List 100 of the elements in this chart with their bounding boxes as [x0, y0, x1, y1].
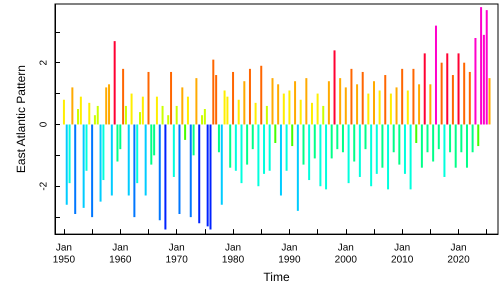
bar	[124, 106, 127, 124]
bar	[310, 102, 313, 124]
bar	[367, 94, 370, 124]
bar	[139, 112, 142, 124]
bar	[82, 124, 85, 208]
bar	[362, 72, 364, 124]
bar	[404, 124, 406, 174]
bar	[316, 94, 319, 124]
bar	[170, 72, 172, 124]
bar	[429, 84, 432, 124]
bar	[195, 78, 198, 124]
bar	[181, 87, 184, 124]
bar	[66, 124, 68, 205]
bar	[156, 96, 158, 124]
bar	[426, 124, 429, 152]
x-axis-title: Time	[263, 270, 290, 284]
bar	[432, 124, 434, 162]
bar	[339, 78, 342, 124]
bar	[114, 41, 116, 124]
bar	[420, 124, 423, 168]
bar	[353, 124, 356, 162]
bar	[454, 124, 457, 168]
bar	[477, 124, 480, 146]
bar	[206, 124, 209, 226]
bar	[263, 124, 266, 174]
bar	[80, 96, 82, 124]
bar	[260, 66, 262, 124]
bar	[325, 124, 328, 190]
bar	[424, 53, 426, 124]
bar	[288, 90, 290, 124]
bar	[336, 124, 338, 150]
bar	[438, 124, 440, 150]
bar	[480, 7, 482, 124]
bar	[232, 72, 234, 124]
y-tick-label: 0	[38, 121, 50, 128]
bar	[128, 124, 130, 196]
bar	[387, 124, 390, 190]
bar	[277, 84, 280, 124]
bar	[96, 106, 99, 124]
bar	[122, 68, 124, 124]
bar	[412, 68, 414, 124]
bar	[392, 124, 395, 152]
bar	[238, 100, 240, 124]
bar	[74, 124, 76, 214]
bar	[162, 106, 164, 124]
bar	[446, 53, 448, 124]
bar	[186, 96, 189, 124]
bar	[390, 94, 392, 124]
bar	[396, 87, 398, 124]
bar	[305, 78, 308, 124]
bar	[300, 100, 302, 124]
y-tick-label: -2	[38, 181, 50, 191]
bar	[167, 115, 170, 124]
bar	[322, 106, 324, 124]
bar	[274, 124, 276, 143]
bar	[102, 124, 104, 180]
bar	[468, 72, 471, 124]
bar	[418, 84, 420, 124]
bar	[164, 124, 166, 230]
bar	[218, 124, 220, 152]
bar	[486, 10, 488, 124]
x-tick-label: Jan 2000	[334, 242, 358, 266]
bar	[68, 124, 71, 184]
bar	[268, 124, 271, 171]
bar	[192, 124, 195, 156]
bar	[88, 102, 90, 124]
bar	[449, 124, 452, 152]
bar	[91, 124, 94, 218]
bar	[234, 124, 237, 171]
bar	[406, 90, 409, 124]
bar	[334, 50, 336, 124]
bar	[108, 84, 110, 124]
bar	[150, 124, 152, 165]
bar	[308, 124, 310, 180]
bar	[136, 124, 138, 184]
bar	[272, 78, 274, 124]
bar	[463, 62, 466, 124]
bar	[440, 62, 443, 124]
x-tick-label: Jan 1960	[109, 242, 132, 266]
bar	[240, 124, 242, 184]
bar	[62, 100, 65, 124]
bar	[243, 81, 246, 124]
bar	[294, 81, 296, 124]
bar	[266, 106, 268, 124]
bar	[458, 53, 460, 124]
bar	[130, 94, 133, 124]
bar	[286, 124, 288, 171]
bar	[209, 124, 212, 230]
bar	[488, 78, 491, 124]
bar	[172, 124, 175, 177]
x-tick-label: Jan 1950	[52, 242, 76, 266]
bar	[100, 124, 102, 202]
bar	[472, 124, 474, 152]
bar	[220, 124, 223, 205]
bar	[198, 124, 200, 224]
bar	[246, 124, 248, 165]
bar	[204, 109, 206, 124]
bar	[350, 68, 352, 124]
bar	[178, 124, 180, 214]
bar	[370, 124, 372, 186]
